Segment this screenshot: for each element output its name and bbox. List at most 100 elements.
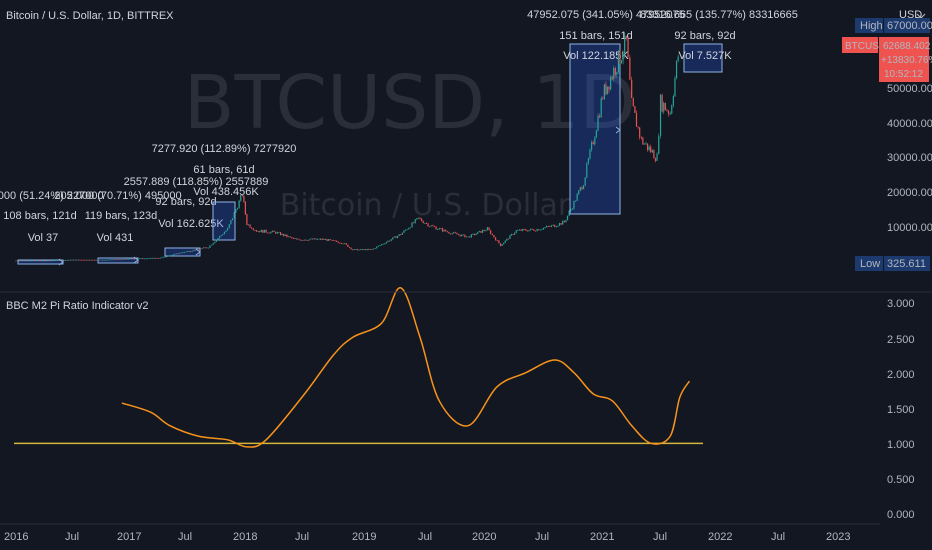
candle: [364, 249, 367, 251]
candle: [429, 226, 431, 228]
measure-tool-6[interactable]: 83316.665 (135.77%) 83316665 92 bars, 92…: [640, 9, 798, 73]
measure-tool-4[interactable]: 7277.920 (112.89%) 7277920 61 bars, 61d …: [152, 143, 297, 241]
candle: [430, 225, 432, 227]
candle: [610, 77, 612, 90]
candle: [122, 259, 125, 260]
candle: [469, 236, 471, 238]
price-tick: 20000.000: [887, 187, 932, 199]
time-tick: 2019: [352, 531, 376, 543]
candle: [534, 230, 537, 232]
measure-tool-5[interactable]: 47952.075 (341.05%) 47952075 151 bars, 1…: [527, 9, 685, 215]
measure-range: 205.000 (70.71%) 495000: [54, 190, 181, 202]
candle: [222, 234, 224, 236]
candle: [371, 249, 373, 250]
candle: [530, 228, 532, 231]
measure-vol: Vol 7.527K: [678, 50, 732, 62]
candle: [602, 98, 604, 100]
candle: [616, 71, 618, 75]
candle: [297, 238, 299, 240]
candle: [366, 249, 368, 251]
candle: [490, 230, 492, 235]
candle: [625, 35, 627, 39]
candle: [586, 163, 588, 178]
candle: [666, 110, 668, 111]
candle: [109, 259, 112, 261]
candle: [244, 201, 246, 215]
candle: [646, 143, 649, 150]
candle: [121, 259, 123, 260]
candle: [304, 239, 306, 241]
candle: [671, 105, 673, 114]
candle: [416, 218, 418, 220]
candle: [190, 251, 192, 253]
candle: [443, 229, 445, 232]
candle: [368, 249, 370, 250]
indicator-axis[interactable]: 3.000 2.500 2.000 1.500 1.000 0.500 0.00…: [887, 298, 915, 521]
candle: [105, 259, 107, 261]
candle: [299, 239, 301, 241]
candle: [377, 245, 379, 247]
candle: [653, 150, 655, 159]
candle: [345, 243, 347, 245]
low-label: Low 325.611: [855, 256, 930, 271]
measure-vol: Vol 122.185K: [563, 50, 629, 62]
high-tag-text: High: [860, 20, 883, 32]
candle: [36, 260, 38, 262]
candle: [486, 227, 488, 231]
candle: [557, 225, 559, 227]
candle: [323, 238, 325, 240]
indicator-line: [121, 287, 691, 448]
candle: [167, 255, 169, 257]
candle: [246, 214, 248, 225]
candle: [211, 244, 213, 246]
time-axis[interactable]: 2016 Jul 2017 Jul 2018 Jul 2019 Jul 2020…: [4, 531, 850, 543]
candle: [217, 238, 219, 240]
candle: [395, 236, 397, 238]
candle: [308, 239, 311, 241]
candle: [321, 238, 323, 240]
candle: [352, 249, 354, 251]
time-tick: Jul: [418, 531, 432, 543]
candle: [69, 259, 72, 261]
measure-tool-3[interactable]: 2557.889 (118.85%) 2557889 92 bars, 92d …: [124, 176, 269, 257]
candle: [278, 232, 280, 234]
candle: [284, 234, 286, 236]
symbol-tag-text: BTCUSD: [845, 41, 886, 52]
candle: [320, 238, 322, 240]
indicator-name[interactable]: BBC M2 Pi Ratio Indicator v2: [6, 300, 148, 312]
candle: [565, 220, 567, 223]
candle: [417, 217, 420, 219]
candle: [403, 230, 405, 233]
candle: [49, 260, 51, 262]
candle: [312, 238, 314, 240]
candle: [34, 260, 36, 262]
candle: [385, 242, 387, 244]
candle: [566, 215, 569, 221]
candle: [538, 229, 540, 231]
measure-tool-2[interactable]: 205.000 (70.71%) 495000 119 bars, 123d V…: [54, 190, 182, 264]
candle: [329, 239, 331, 240]
candle: [401, 232, 404, 235]
candle: [669, 113, 671, 115]
candle: [456, 233, 458, 235]
candle: [523, 229, 525, 230]
candle: [127, 258, 129, 260]
price-axis[interactable]: 50000.000 40000.000 30000.000 20000.000 …: [887, 83, 932, 234]
candle: [424, 223, 426, 224]
candle: [435, 226, 437, 230]
indicator-pane[interactable]: [14, 287, 703, 448]
measure-box: [683, 43, 723, 73]
price-series[interactable]: [15, 32, 679, 266]
candle: [267, 232, 269, 234]
measure-bars: 151 bars, 151d: [559, 30, 632, 42]
candle: [432, 225, 434, 227]
candle: [419, 217, 421, 219]
measure-bars: 119 bars, 123d: [85, 210, 158, 222]
measure-tool-1[interactable]: 227.000 (51.24%) 227000 108 bars, 121d V…: [0, 190, 104, 265]
measure-bars: 92 bars, 92d: [674, 30, 735, 42]
time-tick: 2023: [826, 531, 850, 543]
candle: [398, 234, 400, 236]
candle: [541, 229, 543, 231]
candle: [347, 244, 349, 247]
